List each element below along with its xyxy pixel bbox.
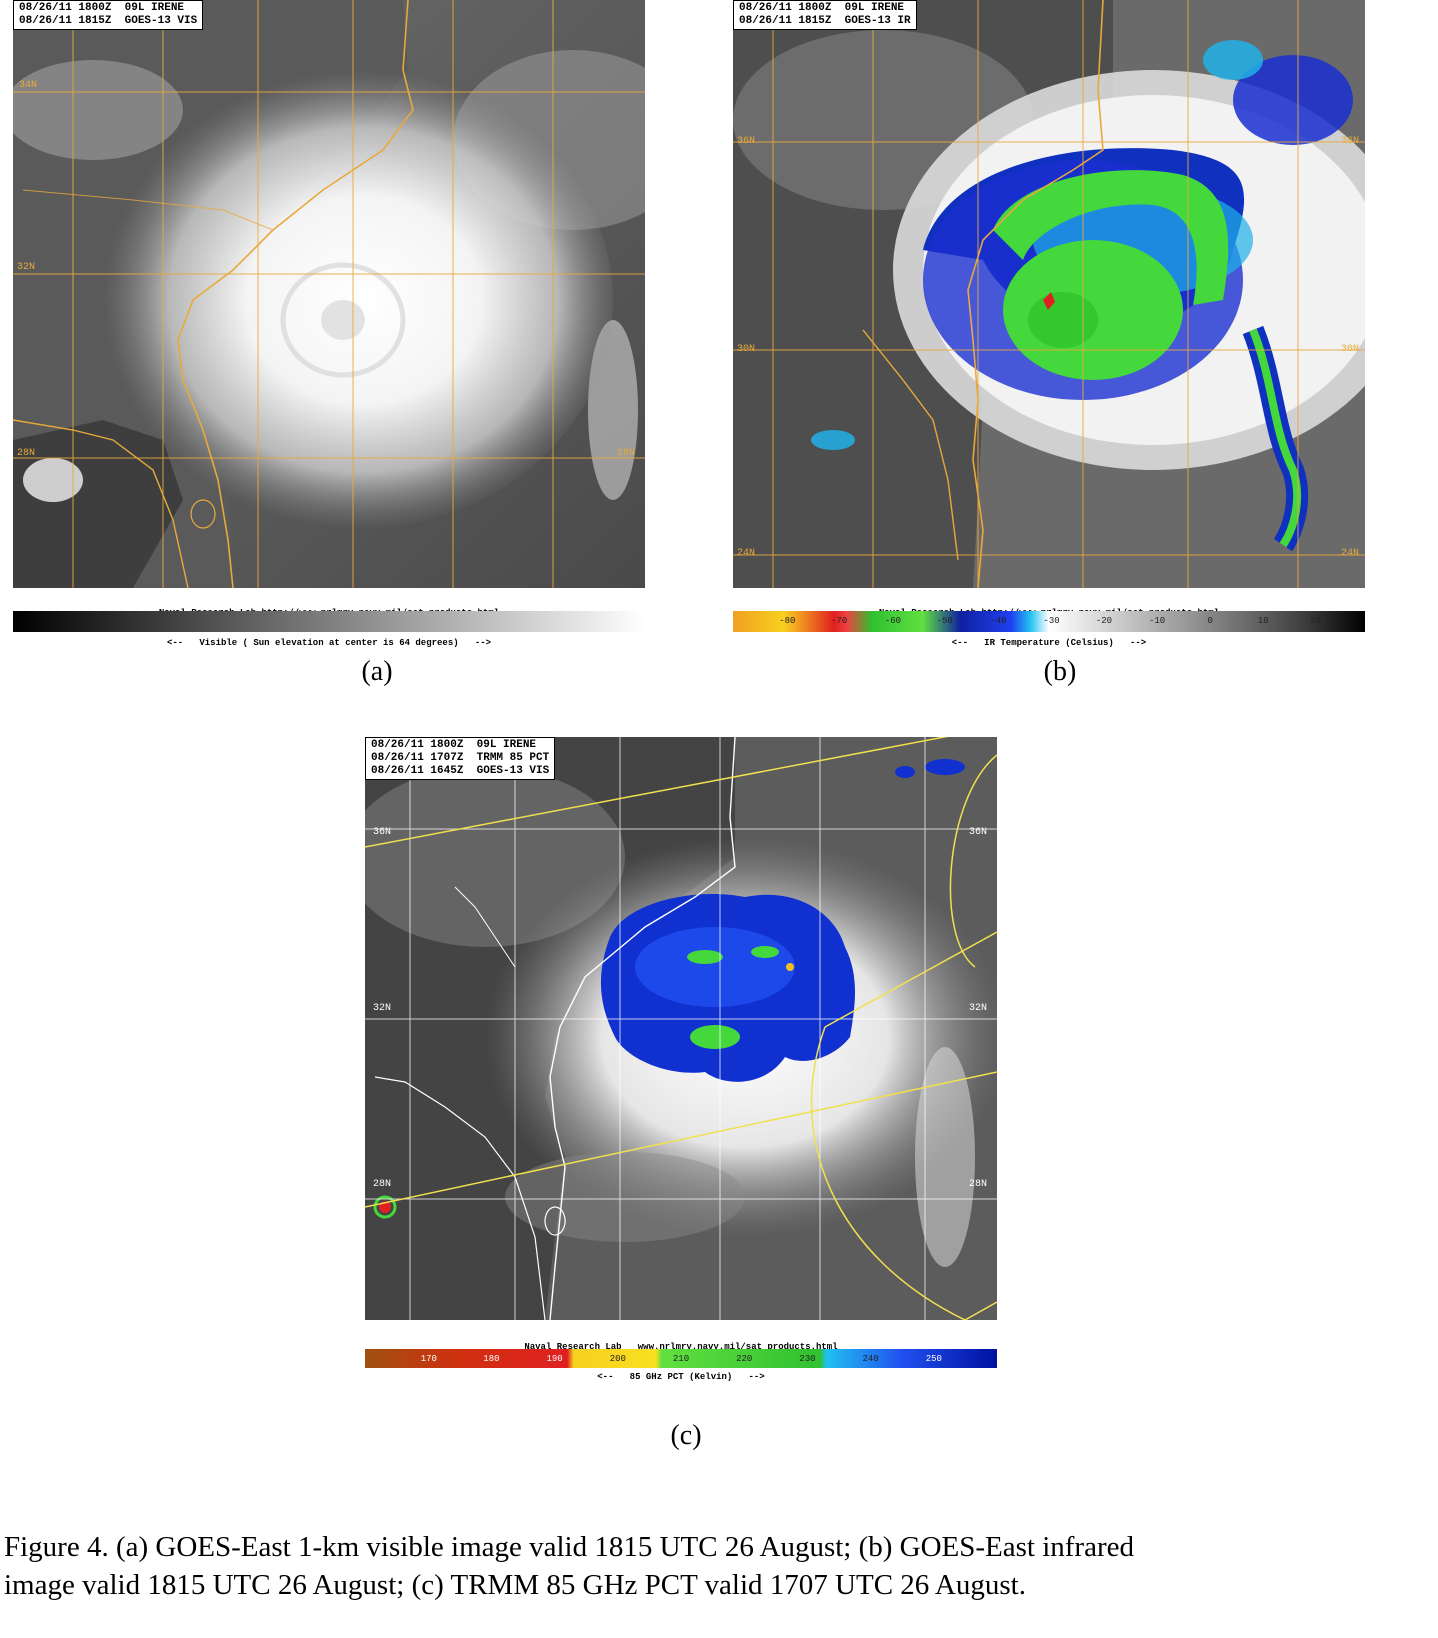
colorbar-tick: 240	[862, 1354, 879, 1364]
lat-label: 34N	[19, 80, 38, 91]
colorbar-tick: 220	[736, 1354, 753, 1364]
caption-line: Figure 4. (a) GOES-East 1-km visible ima…	[4, 1531, 1134, 1563]
stamp-line: 08/26/11 1815Z GOES-13 IR	[739, 15, 911, 27]
stamp-line: 08/26/11 1800Z 09L IRENE	[371, 739, 537, 751]
credit-line: <-- IR Temperature (Celsius) -->	[951, 638, 1147, 648]
lat-label: 32N	[373, 1003, 392, 1014]
visible-satellite-image: 34N 32N 28N 28N	[13, 0, 645, 588]
lat-label: 36N	[1341, 136, 1360, 147]
stamp-line: 08/26/11 1800Z 09L IRENE	[739, 2, 905, 14]
colorbar-tick: -40	[990, 616, 1007, 626]
trmm-satellite-image: 36N 36N 32N 32N 28N 28N	[365, 737, 997, 1320]
colorbar-tick: -30	[1043, 616, 1060, 626]
lat-label: 36N	[969, 827, 988, 838]
panel-b-infrared: 36N 36N 30N 30N 24N 24N 08/26/11 1800Z 0…	[733, 0, 1365, 648]
lat-label: 36N	[373, 827, 392, 838]
grayscale-colorbar	[13, 611, 645, 632]
colorbar-tick: 190	[546, 1354, 563, 1364]
colorbar-tick: -10	[1148, 616, 1166, 626]
caption-line: image valid 1815 UTC 26 August; (c) TRMM…	[4, 1569, 1026, 1601]
panel-label-a: (a)	[361, 656, 393, 687]
infrared-satellite-image: 36N 36N 30N 30N 24N 24N	[733, 0, 1365, 588]
colorbar-tick: 20	[1310, 616, 1322, 626]
colorbar-tick: -20	[1095, 616, 1113, 626]
colorbar-tick: -50	[936, 616, 953, 626]
credit-text: Naval Research Lab http://www.nrlmry.nav…	[733, 588, 1365, 648]
stamp-line: 08/26/11 1815Z GOES-13 VIS	[19, 15, 198, 27]
credit-line: Naval Research Lab www.nrlmry.navy.mil/s…	[524, 1342, 838, 1352]
colorbar-tick: 0	[1207, 616, 1213, 626]
credit-text: Naval Research Lab http://www.nrlmry.nav…	[13, 588, 645, 648]
lat-label: 28N	[17, 448, 36, 459]
timestamp-box: 08/26/11 1800Z 09L IRENE 08/26/11 1707Z T…	[365, 737, 556, 780]
stamp-line: 08/26/11 1645Z GOES-13 VIS	[371, 765, 550, 777]
colorbar-tick: 200	[609, 1354, 626, 1364]
colorbar-tick: 10	[1257, 616, 1269, 626]
lat-label: 24N	[737, 548, 756, 559]
figure-caption: Figure 4. (a) GOES-East 1-km visible ima…	[4, 1528, 1434, 1604]
lat-label: 30N	[1341, 344, 1360, 355]
lat-label: 32N	[17, 262, 36, 273]
infrared-imagery-svg	[733, 0, 1365, 588]
timestamp-box: 08/26/11 1800Z 09L IRENE 08/26/11 1815Z G…	[13, 0, 204, 30]
ir-temperature-colorbar: -80 -70 -60 -50 -40 -30 -20 -10 0 10 20	[733, 611, 1365, 632]
stamp-line: 08/26/11 1707Z TRMM 85 PCT	[371, 752, 550, 764]
panel-a-visible: 34N 32N 28N 28N 08/26/11 1800Z 09L IRENE…	[13, 0, 645, 648]
panel-c-trmm-85ghz: 36N 36N 32N 32N 28N 28N 08/26/11 1800Z 0…	[365, 737, 997, 1382]
lat-label: 36N	[737, 136, 756, 147]
lat-label: 28N	[373, 1179, 392, 1190]
colorbar-tick: 250	[925, 1354, 942, 1364]
colorbar-tick: 180	[483, 1354, 500, 1364]
visible-imagery-svg	[13, 0, 645, 588]
panel-label-c: (c)	[670, 1420, 702, 1451]
lat-label: 24N	[1341, 548, 1360, 559]
lat-label: 30N	[737, 344, 756, 355]
lat-label: 28N	[969, 1179, 988, 1190]
colorbar-tick: -80	[779, 616, 796, 626]
pct-kelvin-colorbar: 170 180 190 200 210 220 230 240 250	[365, 1349, 997, 1368]
timestamp-box: 08/26/11 1800Z 09L IRENE 08/26/11 1815Z G…	[733, 0, 917, 30]
colorbar-tick: -60	[884, 616, 901, 626]
credit-line: <-- Visible ( Sun elevation at center is…	[166, 638, 492, 648]
credit-text: Naval Research Lab www.nrlmry.navy.mil/s…	[365, 1322, 997, 1382]
colorbar-tick: 170	[420, 1354, 437, 1364]
panel-label-b: (b)	[1043, 656, 1077, 687]
lat-label: 32N	[969, 1003, 988, 1014]
credit-line: <-- 85 GHz PCT (Kelvin) -->	[597, 1372, 765, 1382]
colorbar-tick: -70	[831, 616, 848, 626]
trmm-imagery-svg	[365, 737, 997, 1320]
colorbar-tick: 230	[799, 1354, 816, 1364]
lat-label: 28N	[617, 448, 636, 459]
stamp-line: 08/26/11 1800Z 09L IRENE	[19, 2, 185, 14]
colorbar-tick: 210	[672, 1354, 690, 1364]
